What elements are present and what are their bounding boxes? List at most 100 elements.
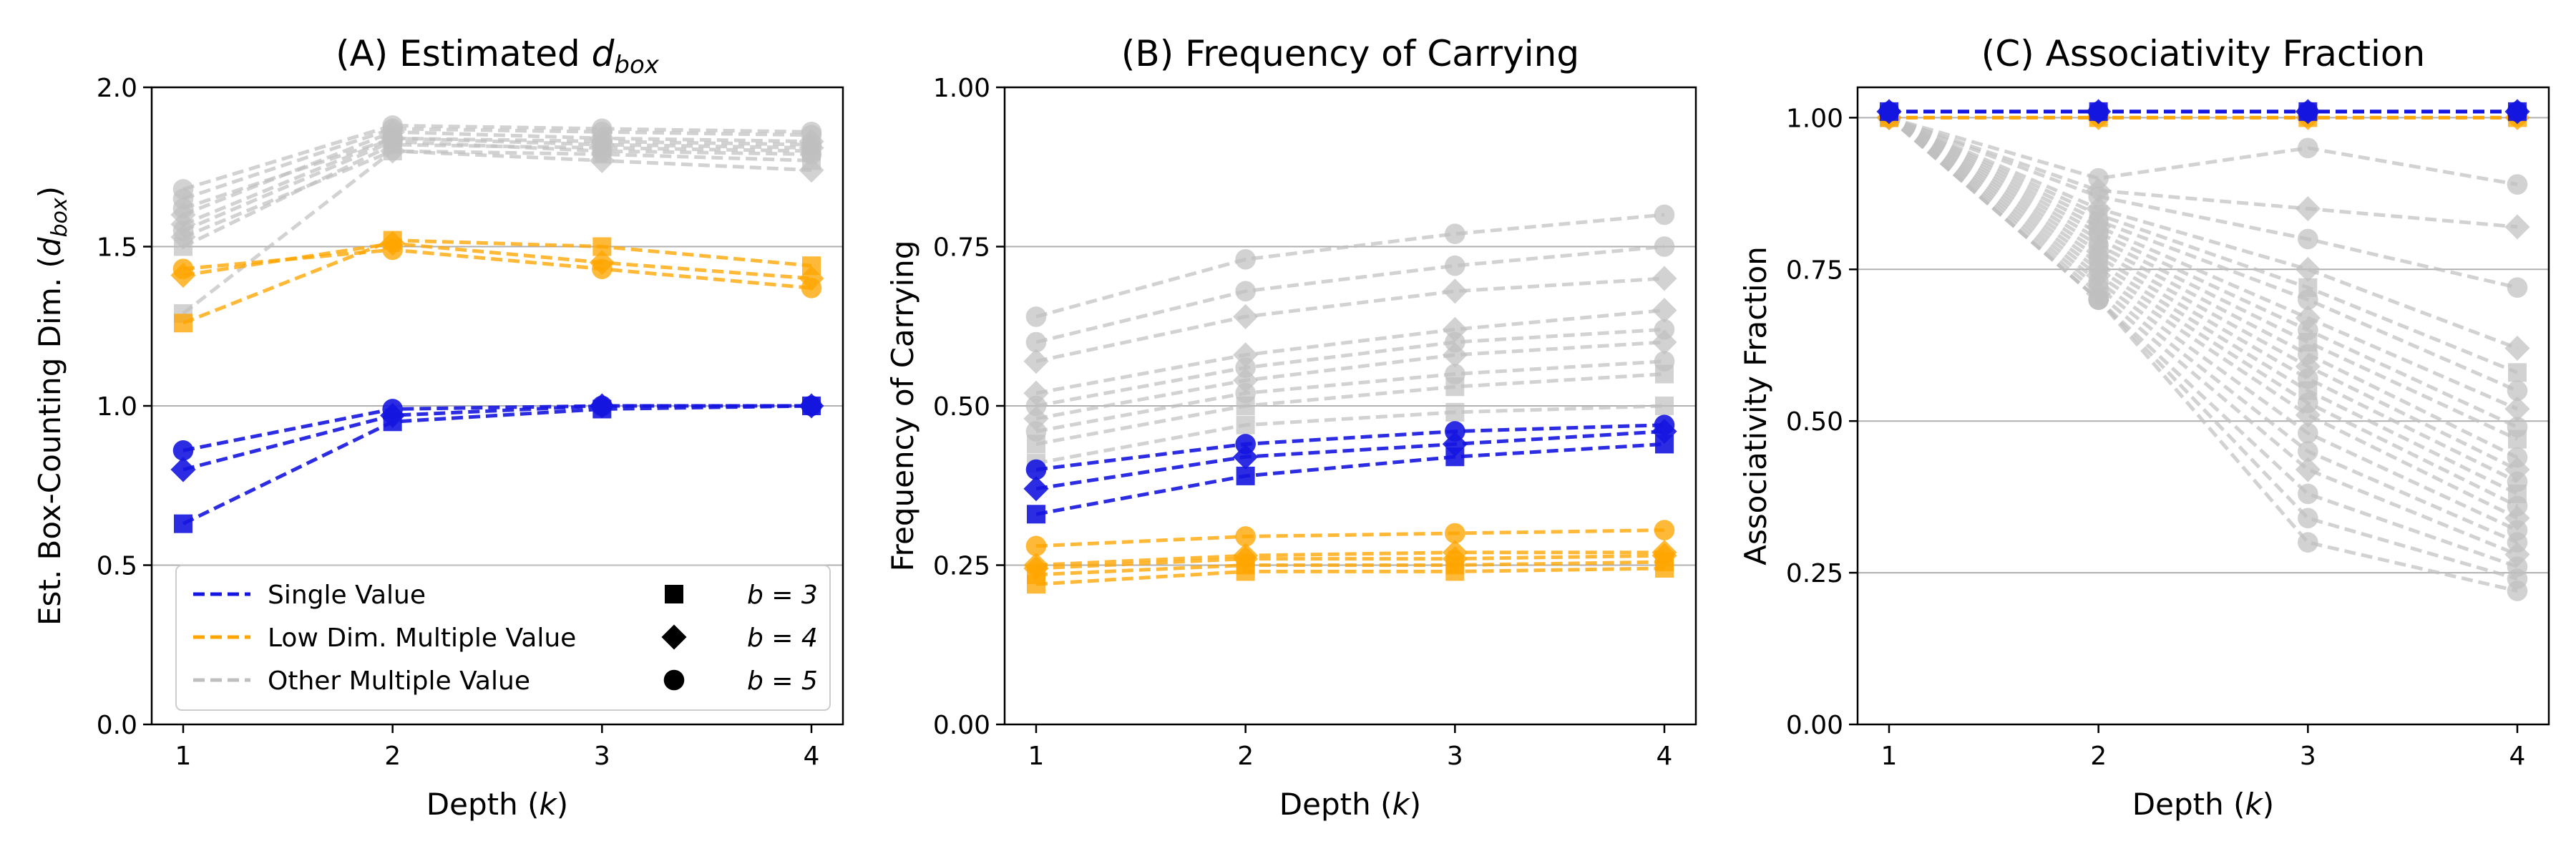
text-span: 3 (2300, 742, 2316, 771)
circle-marker (2298, 532, 2318, 553)
circle-marker (801, 122, 822, 142)
circle-marker (1445, 523, 1465, 544)
series-line (1035, 245, 1665, 344)
square-marker (174, 514, 192, 533)
x-tick-label: 3 (594, 742, 610, 771)
diamond-marker (1023, 476, 1049, 502)
y-tick-label: 0.00 (933, 711, 990, 740)
text-span: 0.75 (1786, 256, 1843, 285)
series-line (1888, 116, 2518, 411)
circle-marker (1235, 249, 1256, 270)
series-line (1888, 116, 2519, 472)
square-marker (665, 585, 683, 603)
text-span: b = 5 (747, 666, 818, 696)
series-line-single (172, 395, 822, 461)
series-line (1035, 404, 1665, 465)
square-marker (1655, 397, 1674, 415)
series-line (1035, 553, 1665, 571)
diamond-marker (2504, 214, 2530, 240)
series-line (1888, 116, 2518, 593)
circle-marker (1235, 434, 1256, 455)
circle-marker (2298, 228, 2318, 250)
text-span: Depth ( (2132, 787, 2245, 822)
series-line-other (1027, 397, 1674, 473)
series-line (182, 238, 812, 325)
series-line (1035, 276, 1665, 364)
text-span: 0.75 (933, 233, 990, 263)
circle-marker (1025, 395, 1047, 417)
circle-marker (801, 395, 822, 417)
chart-title: (C) Associativity Fraction (1981, 33, 2425, 74)
text-span: 0.50 (1786, 407, 1843, 437)
series-line-other (1025, 319, 1675, 417)
series-line (182, 149, 812, 239)
circle-marker (1654, 520, 1675, 540)
circle-marker (2298, 441, 2318, 462)
text-span: ) (1410, 787, 1421, 822)
legend-label: Low Dim. Multiple Value (268, 623, 576, 653)
series-line (182, 404, 811, 472)
series-line-single (1025, 414, 1675, 480)
series-line-other (1878, 107, 2528, 541)
diamond-marker (1023, 349, 1049, 374)
diamond-marker (170, 457, 196, 482)
text-span: Est. Box-Counting Dim. ( (32, 256, 67, 626)
series-line (182, 149, 812, 315)
text-span: Depth ( (1279, 787, 1392, 822)
series-line (1035, 566, 1665, 586)
text-span: (C) Associativity Fraction (1981, 33, 2425, 74)
text-span: 0.25 (1786, 559, 1843, 588)
chart-title: (B) Frequency of Carrying (1121, 33, 1579, 74)
text-span: 2 (384, 742, 401, 771)
text-span: d (32, 237, 67, 256)
text-span: b = 3 (747, 581, 818, 610)
text-span: 0.0 (97, 711, 137, 740)
circle-marker (382, 131, 403, 152)
diamond-marker (1652, 297, 1677, 324)
y-tick-label: 0.25 (1786, 559, 1843, 588)
series-line (182, 127, 812, 201)
series-line (1888, 116, 2518, 393)
text-span: b = 4 (747, 623, 818, 653)
circle-marker (2088, 101, 2109, 122)
circle-marker (1654, 319, 1675, 340)
series-line (1888, 116, 2518, 229)
text-span: 1.0 (97, 392, 137, 422)
circle-marker (2507, 277, 2528, 299)
circle-marker (1445, 255, 1465, 276)
circle-marker (2507, 174, 2528, 195)
axes-frame (1856, 86, 2550, 726)
y-tick-label: 1.00 (933, 74, 990, 103)
text-span: 0.25 (933, 552, 990, 581)
series-line (1888, 116, 2519, 496)
x-axis-label: Depth (k) (2132, 787, 2274, 822)
y-tick-label: 0.50 (933, 392, 990, 422)
legend-marker-entry: b = 3 (665, 581, 818, 610)
circle-marker (172, 179, 194, 200)
circle-marker (801, 144, 822, 165)
series-line-other (172, 115, 822, 200)
text-span: 0.00 (1786, 711, 1843, 740)
series-line (1888, 116, 2519, 460)
circle-marker (172, 220, 194, 241)
series-line (1035, 528, 1665, 548)
circle-marker (1654, 204, 1675, 225)
series-line-other (1023, 266, 1677, 374)
series-line (182, 404, 811, 452)
text-span: 4 (2509, 742, 2526, 771)
series-line (1035, 359, 1665, 434)
series-line-other (1025, 204, 1675, 327)
legend-label: Other Multiple Value (268, 666, 530, 696)
series-line (1888, 116, 2519, 484)
text-span: 1 (1881, 742, 1898, 771)
legend-marker-entry: b = 4 (661, 623, 818, 653)
circle-marker (1025, 331, 1047, 353)
series-line (1888, 116, 2518, 545)
text-span: 4 (1657, 742, 1673, 771)
series-line (182, 140, 812, 233)
text-span: ) (2263, 787, 2274, 822)
series-line-other (1025, 351, 1675, 442)
circle-marker (592, 118, 613, 140)
square-marker (2508, 363, 2527, 382)
